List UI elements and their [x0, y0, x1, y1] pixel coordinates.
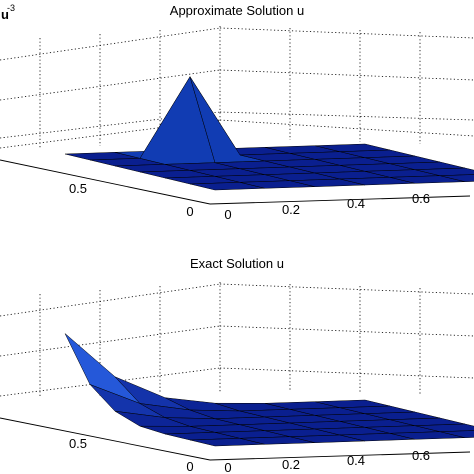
x-axis-line	[209, 451, 471, 461]
plot-title: Exact Solution u	[190, 256, 284, 271]
plot-box-grid	[0, 282, 474, 398]
x-tick-label: 0.2	[282, 202, 300, 217]
y-tick-label: 0.5	[69, 436, 87, 451]
x-tick-label: 0.4	[347, 196, 365, 211]
x-tick-label: 0.6	[412, 448, 430, 463]
surface-facet	[439, 174, 474, 182]
y-tick-label: 0	[186, 204, 193, 219]
surface-mesh	[64, 76, 474, 191]
approximate-solution-plot: Approximate Solution u u -3 0.5 0 0 0.2 …	[0, 3, 474, 222]
x-tick-label: 0	[224, 207, 231, 222]
y-axis-line	[0, 417, 211, 461]
exact-solution-plot: Exact Solution u 0.5 0 0 0.2 0.4 0.6	[0, 256, 474, 474]
x-axis-line	[209, 195, 471, 205]
surface-mesh	[64, 333, 474, 447]
y-tick-label: 0	[186, 459, 193, 474]
y-tick-label: 0.5	[69, 181, 87, 196]
z-exponent-label: u	[1, 7, 9, 22]
plot-title: Approximate Solution u	[170, 3, 304, 18]
surface-facet	[439, 430, 474, 438]
x-tick-label: 0	[224, 460, 231, 474]
plot-box-grid	[0, 26, 474, 149]
y-axis-line	[0, 159, 211, 205]
z-exponent-value: -3	[7, 3, 15, 13]
x-tick-label: 0.4	[347, 453, 365, 468]
x-tick-label: 0.2	[282, 457, 300, 472]
x-tick-label: 0.6	[412, 191, 430, 206]
